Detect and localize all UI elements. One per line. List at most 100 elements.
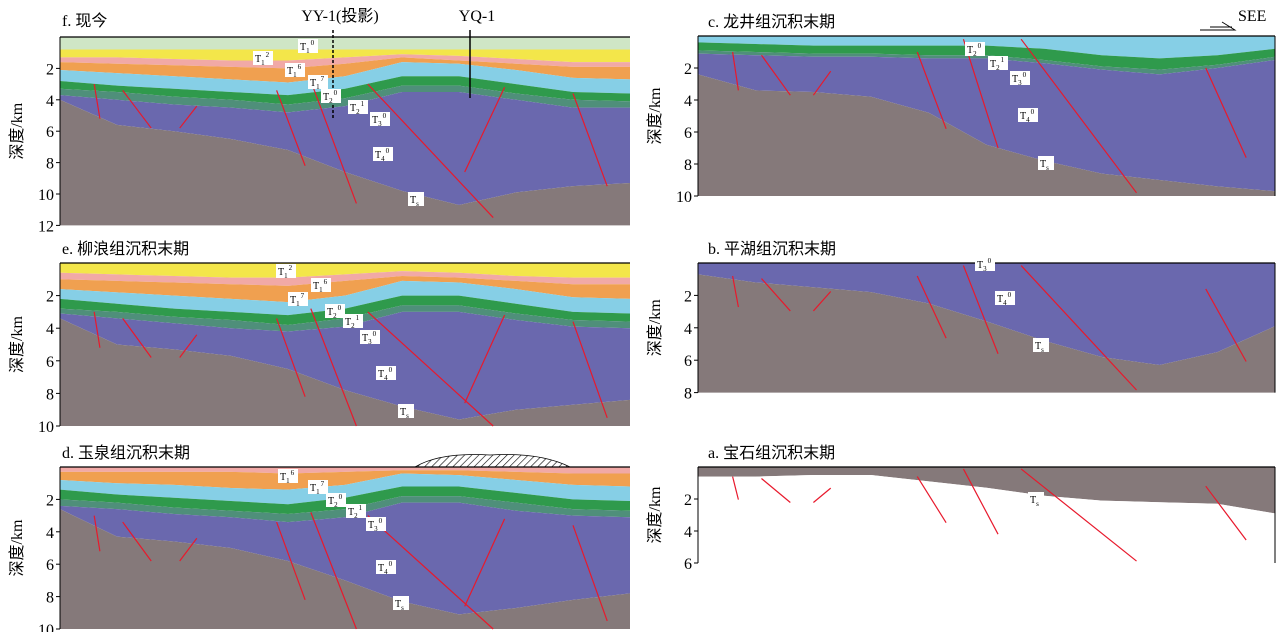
panel-title: d. 玉泉组沉积末期 <box>62 444 190 462</box>
label-sub: 1 <box>319 286 323 294</box>
label-sub: 1 <box>316 83 320 91</box>
label-sup: 6 <box>298 63 302 71</box>
y-tick-label: 4 <box>46 93 54 110</box>
y-tick-label: 6 <box>46 124 54 141</box>
label-sup: 0 <box>311 39 315 47</box>
stratum <box>60 37 630 50</box>
label-sub: 2 <box>329 97 333 105</box>
y-tick-label: 2 <box>684 61 692 78</box>
y-tick-label: 6 <box>46 354 54 371</box>
label-sub: 4 <box>1003 299 1007 307</box>
label-sub: s <box>406 412 409 420</box>
label-sub: s <box>401 604 404 612</box>
layers <box>60 36 1275 629</box>
well-label: YQ-1 <box>459 8 495 25</box>
label-sub: s <box>416 200 419 208</box>
label-sup: 6 <box>324 278 328 286</box>
label-sub: 3 <box>1018 79 1022 87</box>
label-sub: 2 <box>354 512 358 520</box>
label-sup: 0 <box>386 147 390 155</box>
label-sup: 6 <box>291 469 295 477</box>
panel-title: c. 龙井组沉积末期 <box>708 13 835 31</box>
figure: YY-1(投影) YQ-1 SEE 24681012深度/kmf. 现今T10T… <box>0 0 1278 632</box>
y-tick-label: 2 <box>46 492 54 509</box>
label-sup: 0 <box>338 304 342 312</box>
y-tick-label: 10 <box>38 187 54 204</box>
label-sup: 0 <box>988 257 992 265</box>
y-tick-label: 2 <box>46 61 54 78</box>
y-tick-label: 4 <box>684 321 692 338</box>
y-tick-label: 6 <box>46 557 54 574</box>
label-sub: 3 <box>378 120 382 128</box>
y-tick-label: 8 <box>46 156 54 173</box>
label-sub: 4 <box>384 568 388 576</box>
label-sup: 0 <box>339 493 343 501</box>
label-sub: 2 <box>356 108 360 116</box>
axis-label: 深度/km <box>646 486 664 543</box>
axis-label: 深度/km <box>646 87 664 144</box>
label-sub: 2 <box>334 501 338 509</box>
y-tick-label: 4 <box>684 524 692 541</box>
label-sub: 3 <box>983 265 987 273</box>
label-sup: 0 <box>1031 108 1035 116</box>
label-sub: 1 <box>293 71 297 79</box>
panel-title: b. 平湖组沉积末期 <box>708 240 836 258</box>
panel-title: a. 宝石组沉积末期 <box>708 444 835 462</box>
label-sup: 0 <box>383 112 387 120</box>
direction-label: SEE <box>1238 8 1266 25</box>
label-sub: 3 <box>368 338 372 346</box>
y-tick-label: 2 <box>684 492 692 509</box>
y-tick-label: 6 <box>684 556 692 573</box>
label-sup: 0 <box>334 89 338 97</box>
label-sup: 0 <box>1023 71 1027 79</box>
panel-title: e. 柳浪组沉积末期 <box>62 240 189 258</box>
label-sub: 2 <box>996 64 1000 72</box>
label-sub: 4 <box>384 374 388 382</box>
label-sub: 2 <box>333 312 337 320</box>
label-sub: s <box>1046 164 1049 172</box>
label-sub: s <box>1036 500 1039 508</box>
label-sub: 1 <box>261 59 265 67</box>
panel-title: f. 现今 <box>62 12 107 30</box>
y-tick-label: 2 <box>46 289 54 306</box>
axis-label: 深度/km <box>8 519 26 576</box>
label-sub: 2 <box>351 322 355 330</box>
label-sup: 7 <box>321 480 325 488</box>
label-sub: 3 <box>374 525 378 533</box>
label-sub: 1 <box>296 300 300 308</box>
label-sub: 4 <box>1026 116 1030 124</box>
y-tick-label: 10 <box>676 189 692 206</box>
y-tick-label: 8 <box>684 386 692 403</box>
label-sup: 7 <box>301 292 305 300</box>
label-sup: 1 <box>356 314 360 322</box>
label-sup: 2 <box>266 51 270 59</box>
label-sub: 4 <box>381 155 385 163</box>
y-tick-label: 10 <box>38 419 54 436</box>
axis-label: 深度/km <box>8 102 26 159</box>
well-label: YY-1(投影) <box>301 7 378 25</box>
label-sup: 1 <box>1001 56 1005 64</box>
label-sup: 7 <box>321 75 325 83</box>
y-tick-label: 6 <box>684 353 692 370</box>
erosion-mound <box>415 455 570 468</box>
label-sup: 0 <box>373 330 377 338</box>
y-tick-label: 4 <box>46 525 54 542</box>
y-tick-label: 8 <box>684 157 692 174</box>
y-tick-label: 12 <box>38 218 54 235</box>
direction-arrow <box>1200 22 1235 30</box>
label-sup: 2 <box>289 264 293 272</box>
y-tick-label: 8 <box>46 590 54 607</box>
label-sup: 0 <box>1008 291 1012 299</box>
y-tick-label: 2 <box>684 288 692 305</box>
label-sub: 1 <box>306 47 310 55</box>
label-sub: s <box>1041 346 1044 354</box>
y-tick-label: 4 <box>46 321 54 338</box>
y-tick-label: 4 <box>684 93 692 110</box>
label-sup: 1 <box>361 100 365 108</box>
label-sup: 0 <box>389 366 393 374</box>
axis-label: 深度/km <box>8 316 26 373</box>
y-tick-label: 6 <box>684 125 692 142</box>
axis-label: 深度/km <box>646 299 664 356</box>
label-sub: 1 <box>316 488 320 496</box>
y-tick-label: 10 <box>38 622 54 632</box>
